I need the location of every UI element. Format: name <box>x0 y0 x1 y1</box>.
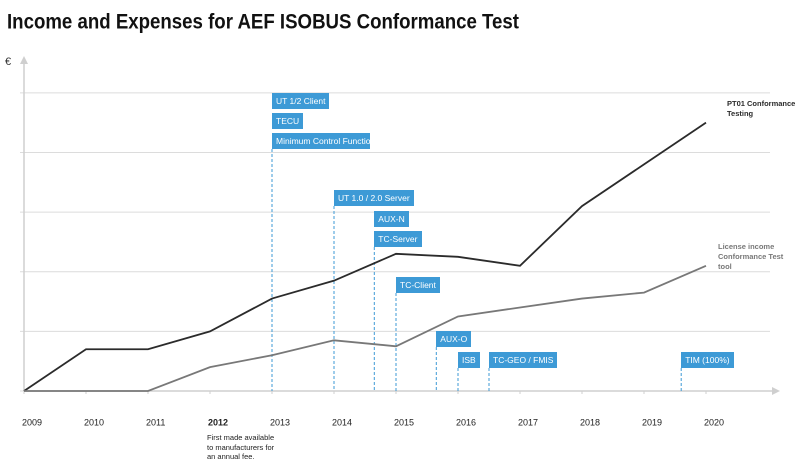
y-axis-arrow <box>20 56 28 64</box>
y-axis-label: € <box>5 56 11 68</box>
marker-group: UT 1/2 Client TECU Minimum Control Functio… <box>272 93 449 149</box>
chart-title: Income and Expenses for AEF ISOBUS Confo… <box>7 11 519 34</box>
x-tick-label: 2016 <box>456 417 476 427</box>
series-label: PT01 Conformance Testing <box>727 99 796 118</box>
marker-label: TC-Client <box>396 277 440 293</box>
marker-group: UT 1.0 / 2.0 Server <box>334 190 414 206</box>
x-note: First made available to manufacturers fo… <box>207 433 275 461</box>
marker-label: TIM (100%) <box>681 352 734 368</box>
x-tick-label: 2019 <box>642 417 662 427</box>
x-tick-label: 2017 <box>518 417 538 427</box>
marker-group: TC-Client <box>396 277 440 293</box>
series-line <box>23 121 707 392</box>
marker-label: UT 1.0 / 2.0 Server <box>334 190 414 206</box>
marker-label: AUX-O <box>436 331 472 347</box>
x-tick-label: 2009 <box>22 417 42 427</box>
marker-label: UT 1/2 Client <box>272 93 330 109</box>
x-tick-label: 2012 <box>208 417 228 427</box>
x-tick-label: 2013 <box>270 417 290 427</box>
marker-group: ISB <box>458 352 480 368</box>
x-axis-arrow <box>772 387 780 395</box>
x-tick-label: 2018 <box>580 417 600 427</box>
marker-group: AUX-O <box>436 331 472 347</box>
marker-label: TC-GEO / FMIS <box>489 352 558 368</box>
marker-label: Minimum Control Function and Physical La… <box>272 133 449 149</box>
marker-group: AUX-N TC-Server <box>374 211 422 247</box>
x-tick-label: 2011 <box>146 417 165 427</box>
x-tick-label: 2015 <box>394 417 414 427</box>
marker-label: AUX-N <box>374 211 409 227</box>
x-tick-label: 2020 <box>704 417 724 427</box>
marker-label: TC-Server <box>374 231 422 247</box>
marker-group: TIM (100%) <box>681 352 734 368</box>
marker-label: TECU <box>272 113 304 129</box>
x-tick-label: 2014 <box>332 417 352 427</box>
series-label: License income Conformance Test tool <box>718 242 784 271</box>
x-tick-label: 2010 <box>84 417 104 427</box>
marker-label: ISB <box>458 352 480 368</box>
marker-group: TC-GEO / FMIS <box>489 352 558 368</box>
series-line <box>24 264 707 392</box>
